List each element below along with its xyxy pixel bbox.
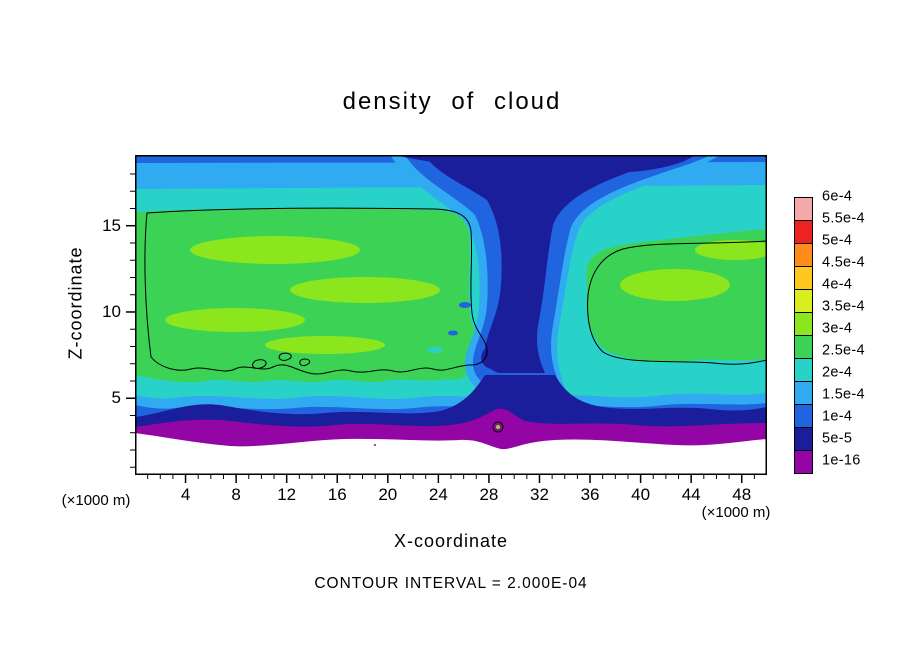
green-patch	[165, 308, 305, 332]
green-patch	[190, 236, 360, 264]
colorbar-cell	[795, 451, 812, 473]
x-tick-label: 8	[231, 485, 241, 504]
colorbar-labels: 6e-4 5.5e-4 5e-4 4.5e-4 4e-4 3.5e-4 3e-4 2.5e-4…	[822, 189, 892, 469]
colorbar-label: 5e-4	[822, 232, 853, 249]
contour-line-right	[587, 240, 767, 365]
colorbar-label: 4e-4	[822, 276, 853, 293]
base-blob-core	[496, 425, 500, 429]
y-tick-label: 5	[111, 388, 121, 408]
x-tick-label: 20	[378, 485, 398, 504]
green-patch	[620, 269, 730, 301]
chart-title: density of cloud	[342, 88, 562, 115]
cyan-wisp	[427, 347, 443, 353]
speck	[571, 435, 575, 439]
x-tick-label: 28	[479, 485, 499, 504]
contour-squiggle	[299, 358, 311, 367]
contour-squiggle	[278, 352, 292, 361]
green-patch	[265, 336, 385, 354]
colorbar-label: 5e-5	[822, 430, 853, 447]
x-tick-label: 40	[631, 485, 651, 504]
contour-field	[135, 155, 767, 475]
blue-wisp	[448, 330, 458, 336]
x-tick-label: 24	[428, 485, 448, 504]
plume-fringe	[405, 155, 710, 385]
colorbar-cell	[795, 267, 812, 290]
colorbar-label: 6e-4	[822, 188, 853, 205]
x-tick-label: 32	[530, 485, 549, 504]
plume-core	[425, 155, 690, 373]
speck	[374, 444, 376, 446]
colorbar-cell	[795, 290, 812, 313]
plume-hook	[481, 343, 501, 369]
contour-squiggle	[252, 359, 267, 369]
x-unit-label-left: (×1000 m)	[61, 492, 131, 509]
colorbar-cell	[795, 221, 812, 244]
contour-line-left	[144, 207, 488, 375]
colorbar-cell	[795, 198, 812, 221]
plot-frame	[135, 155, 767, 475]
colorbar-cell	[795, 313, 812, 336]
colorbar-label: 1.5e-4	[822, 386, 865, 403]
colorbar-label: 1e-16	[822, 452, 861, 469]
x-unit-label-right: (×1000 m)	[701, 504, 771, 521]
colorbar-label: 3.5e-4	[822, 298, 865, 315]
colorbar-cell	[795, 244, 812, 267]
colorbar-label: 4.5e-4	[822, 254, 865, 271]
x-tick-label: 4	[180, 485, 191, 504]
colorbar-label: 5.5e-4	[822, 210, 865, 227]
base-blob-contour	[492, 421, 504, 433]
colorbar-cell	[795, 336, 812, 359]
colorbar-cell	[795, 382, 812, 405]
colorbar-cell	[795, 405, 812, 428]
colorbar-label: 1e-4	[822, 408, 853, 425]
x-tick-label: 36	[580, 485, 600, 504]
x-tick-label: 16	[327, 485, 347, 504]
plume-top-smear	[395, 155, 695, 174]
colorbar-cell	[795, 359, 812, 382]
blue-wisp	[459, 302, 471, 308]
colorbar-cell	[795, 428, 812, 451]
x-tick-label: 44	[681, 485, 701, 504]
x-tick-label: 48	[732, 485, 752, 504]
green-patch	[290, 277, 440, 303]
cloud-free-region	[135, 433, 767, 475]
y-axis-label: Z-coordinate	[65, 246, 86, 360]
x-axis-label: X-coordinate	[393, 531, 509, 551]
y-tick-label: 10	[102, 301, 121, 321]
colorbar-label: 2e-4	[822, 364, 853, 381]
x-tick-label: 12	[277, 485, 297, 504]
contour-interval-note: CONTOUR INTERVAL = 2.000E-04	[314, 575, 588, 592]
y-tick-label: 15	[102, 215, 121, 235]
green-patch	[695, 240, 767, 260]
colorbar-label: 2.5e-4	[822, 342, 865, 359]
colorbar-label: 3e-4	[822, 320, 853, 337]
colorbar	[794, 197, 813, 474]
